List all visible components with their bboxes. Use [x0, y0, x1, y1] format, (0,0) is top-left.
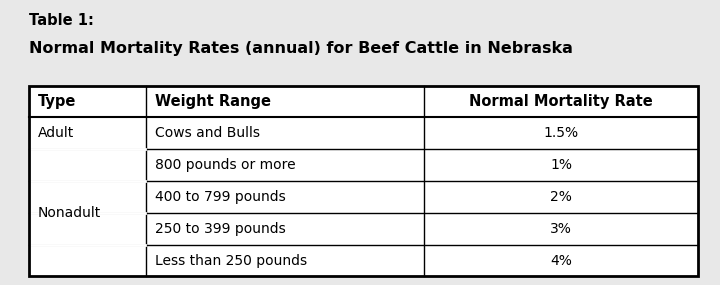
Text: 800 pounds or more: 800 pounds or more — [155, 158, 295, 172]
Text: Weight Range: Weight Range — [155, 94, 271, 109]
Text: Normal Mortality Rates (annual) for Beef Cattle in Nebraska: Normal Mortality Rates (annual) for Beef… — [29, 41, 572, 56]
Text: Adult: Adult — [37, 126, 73, 140]
Text: 2%: 2% — [550, 190, 572, 204]
Text: Type: Type — [37, 94, 76, 109]
Text: Less than 250 pounds: Less than 250 pounds — [155, 254, 307, 268]
Text: Normal Mortality Rate: Normal Mortality Rate — [469, 94, 653, 109]
Text: 1%: 1% — [550, 158, 572, 172]
Text: 1.5%: 1.5% — [544, 126, 579, 140]
Text: Table 1:: Table 1: — [29, 13, 94, 28]
Bar — [29, 86, 698, 276]
Text: Nonadult: Nonadult — [37, 206, 101, 220]
Text: 250 to 399 pounds: 250 to 399 pounds — [155, 222, 285, 236]
Text: 400 to 799 pounds: 400 to 799 pounds — [155, 190, 285, 204]
Text: 4%: 4% — [550, 254, 572, 268]
Bar — [29, 86, 698, 276]
Text: Cows and Bulls: Cows and Bulls — [155, 126, 260, 140]
Text: 3%: 3% — [550, 222, 572, 236]
